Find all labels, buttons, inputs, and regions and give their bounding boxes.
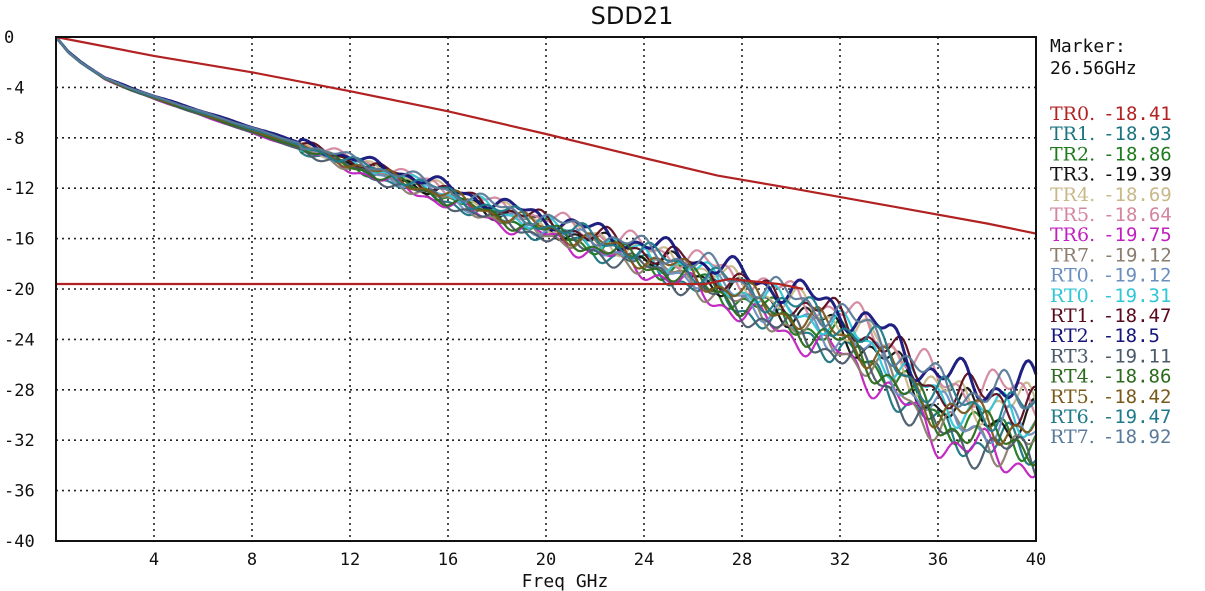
legend-item: RT3. -19.11 [1050, 345, 1171, 367]
legend-item: RT0. -19.31 [1050, 285, 1171, 307]
traces [54, 36, 1038, 479]
marker-value: 26.56GHz [1050, 58, 1137, 79]
legend-name: TR1. [1050, 123, 1095, 145]
legend-item: TR7. -19.12 [1050, 244, 1172, 266]
legend-item: RT6. -19.47 [1050, 406, 1171, 428]
legend-value: -18.42 [1103, 386, 1172, 408]
legend-value: -19.39 [1103, 164, 1172, 186]
legend-item: TR5. -18.64 [1050, 204, 1172, 226]
legend-item: RT2. -18.5 [1050, 325, 1160, 347]
legend-name: TR2. [1050, 143, 1095, 165]
legend-value: -18.86 [1103, 366, 1172, 388]
y-tick-label: -36 [4, 482, 35, 502]
x-tick-label: 4 [149, 550, 159, 570]
x-tick-label: 20 [536, 550, 556, 570]
x-axis-label: Freq GHz [522, 571, 609, 591]
legend-name: TR3. [1050, 164, 1095, 186]
legend-value: -18.5 [1103, 325, 1160, 347]
y-tick-label: -40 [4, 532, 35, 552]
limit-line [56, 277, 804, 291]
legend-name: TR6. [1050, 224, 1095, 246]
x-tick-label: 32 [830, 550, 850, 570]
x-tick-label: 36 [928, 550, 948, 570]
legend-item: TR4. -18.69 [1050, 184, 1172, 206]
legend-value: -18.92 [1103, 426, 1172, 448]
legend-name: RT1. [1050, 305, 1095, 327]
plot-frame [55, 36, 1037, 542]
legend-item: RT4. -18.86 [1050, 366, 1171, 388]
limit-lines [55, 35, 1037, 291]
legend-value: -19.11 [1103, 345, 1172, 367]
legend-value: -19.47 [1103, 406, 1172, 428]
legend-value: -18.64 [1103, 204, 1172, 226]
legend-item: TR1. -18.93 [1050, 123, 1172, 145]
legend-name: RT0. [1050, 285, 1095, 307]
legend-name: TR4. [1050, 184, 1095, 206]
legend-name: TR5. [1050, 204, 1095, 226]
x-tick-label: 8 [247, 550, 257, 570]
y-tick-label: -4 [4, 78, 24, 98]
legend-value: -18.86 [1103, 143, 1172, 165]
legend-value: -18.47 [1103, 305, 1172, 327]
legend-item: RT0. -19.12 [1050, 265, 1171, 287]
trace-line [55, 36, 1037, 468]
y-tick-label: -24 [4, 330, 35, 350]
legend-name: RT3. [1050, 345, 1095, 367]
legend-value: -19.12 [1103, 244, 1172, 266]
chart-title: SDD21 [591, 2, 674, 30]
y-axis: 0 -4 -8 -12 -16 -20 -24 -28 -32 -36 -40 [4, 28, 35, 552]
legend-name: RT5. [1050, 386, 1095, 408]
legend-value: -19.31 [1103, 285, 1172, 307]
legend-item: TR6. -19.75 [1050, 224, 1172, 246]
marker-title: Marker: [1050, 36, 1126, 57]
legend-item: RT7. -18.92 [1050, 426, 1171, 448]
legend-value: -18.93 [1103, 123, 1172, 145]
legend-value: -18.69 [1103, 184, 1172, 206]
x-tick-label: 12 [340, 550, 360, 570]
legend-item: TR2. -18.86 [1050, 143, 1172, 165]
legend-name: RT6. [1050, 406, 1095, 428]
legend-value: -19.12 [1103, 265, 1172, 287]
legend-item: RT5. -18.42 [1050, 386, 1171, 408]
legend-value: -19.75 [1103, 224, 1172, 246]
legend-item: TR0. -18.41 [1050, 103, 1172, 125]
y-tick-label: -20 [4, 280, 35, 300]
legend-name: RT0. [1050, 265, 1095, 287]
x-tick-label: 28 [732, 550, 752, 570]
y-tick-label: -32 [4, 431, 35, 451]
y-tick-label: -8 [4, 129, 24, 149]
trace-line [55, 36, 1037, 466]
x-tick-label: 16 [438, 550, 458, 570]
y-tick-label: -12 [4, 179, 35, 199]
legend-name: TR7. [1050, 244, 1095, 266]
legend-value: -18.41 [1103, 103, 1172, 125]
legend: TR0. -18.41 TR1. -18.93 TR2. -18.86 TR3. -19.39… [1050, 103, 1172, 448]
legend-name: RT2. [1050, 325, 1095, 347]
x-tick-label: 24 [634, 550, 654, 570]
trace-line [55, 36, 1037, 467]
trace-line [55, 36, 1037, 410]
legend-name: TR0. [1050, 103, 1095, 125]
limit-line [55, 35, 1037, 235]
legend-item: RT1. -18.47 [1050, 305, 1171, 327]
legend-name: RT7. [1050, 426, 1095, 448]
y-tick-label: -16 [4, 230, 35, 250]
legend-item: TR3. -19.39 [1050, 164, 1172, 186]
x-tick-label: 40 [1026, 550, 1046, 570]
legend-name: RT4. [1050, 366, 1095, 388]
y-tick-label: -28 [4, 381, 35, 401]
y-tick-label: 0 [4, 28, 14, 48]
x-axis: 4 8 12 16 20 24 28 32 36 40 [149, 550, 1046, 570]
